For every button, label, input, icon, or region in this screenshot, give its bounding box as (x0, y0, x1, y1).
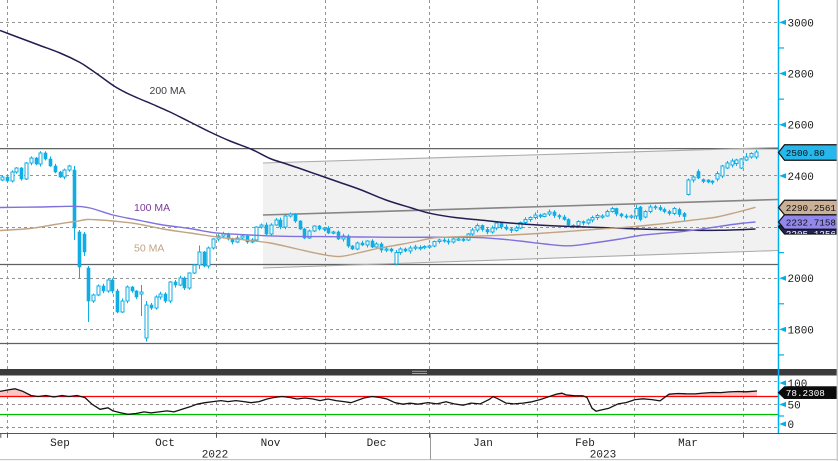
svg-text:0: 0 (788, 420, 795, 432)
svg-text:2800: 2800 (788, 70, 814, 82)
svg-text:3000: 3000 (788, 18, 814, 30)
svg-text:2205.1256: 2205.1256 (786, 229, 836, 240)
svg-text:Dec: Dec (367, 438, 387, 450)
svg-text:Sep: Sep (50, 438, 70, 450)
svg-text:2232.7158: 2232.7158 (786, 217, 836, 228)
svg-text:Mar: Mar (678, 438, 698, 450)
svg-text:2400: 2400 (788, 172, 814, 184)
svg-text:Nov: Nov (261, 438, 281, 450)
svg-text:Jan: Jan (473, 438, 493, 450)
svg-text:50 MA: 50 MA (134, 243, 164, 255)
svg-text:78.2308: 78.2308 (786, 388, 825, 399)
svg-text:50: 50 (788, 401, 801, 413)
svg-text:2290.2561: 2290.2561 (786, 203, 837, 214)
svg-text:2500.80: 2500.80 (786, 148, 825, 159)
svg-text:2023: 2023 (590, 450, 616, 461)
svg-text:100 MA: 100 MA (134, 202, 170, 214)
svg-text:Oct: Oct (155, 438, 175, 450)
svg-text:2000: 2000 (788, 274, 814, 286)
svg-text:2022: 2022 (202, 450, 228, 461)
svg-text:200 MA: 200 MA (150, 85, 186, 97)
svg-text:Feb: Feb (575, 438, 595, 450)
svg-text:2600: 2600 (788, 121, 814, 133)
svg-text:1800: 1800 (788, 325, 814, 337)
